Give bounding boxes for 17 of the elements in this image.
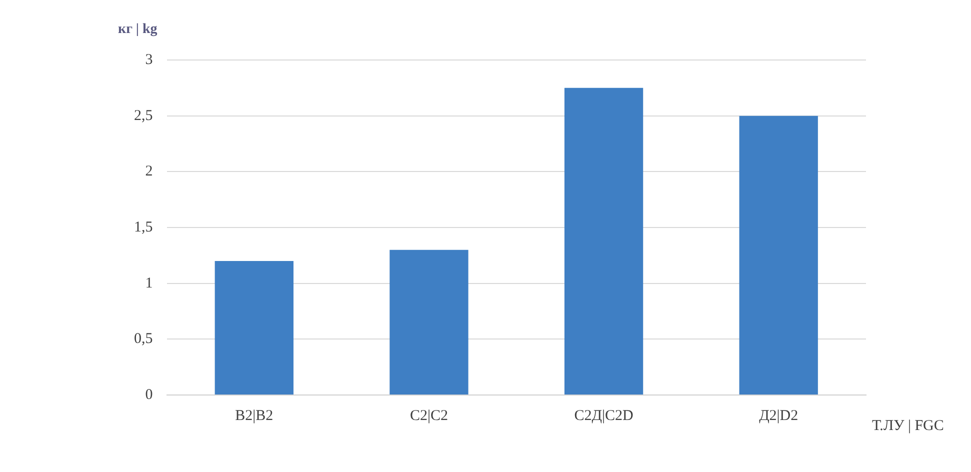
bar: [564, 88, 644, 394]
x-tick-label: С2|C2: [410, 408, 448, 424]
x-tick-label: Д2|D2: [759, 408, 798, 424]
x-tick-label: С2Д|C2D: [574, 408, 634, 424]
bar: [214, 261, 294, 394]
y-tick-label: 1: [145, 275, 153, 292]
bar: [390, 250, 468, 394]
y-tick-label: 0: [145, 386, 153, 403]
y-axis-title: кг | kg: [118, 22, 158, 38]
y-tick-label: 0,5: [134, 331, 153, 348]
y-tick-label: 1,5: [134, 219, 153, 236]
bar: [739, 116, 818, 394]
y-tick-label: 2: [145, 164, 153, 180]
y-tick-label: 2,5: [134, 108, 153, 124]
y-tick-label: 3: [145, 52, 153, 68]
x-tick-label: В2|B2: [235, 408, 274, 424]
x-axis-title: Т.ЛУ | FGC: [872, 418, 944, 435]
